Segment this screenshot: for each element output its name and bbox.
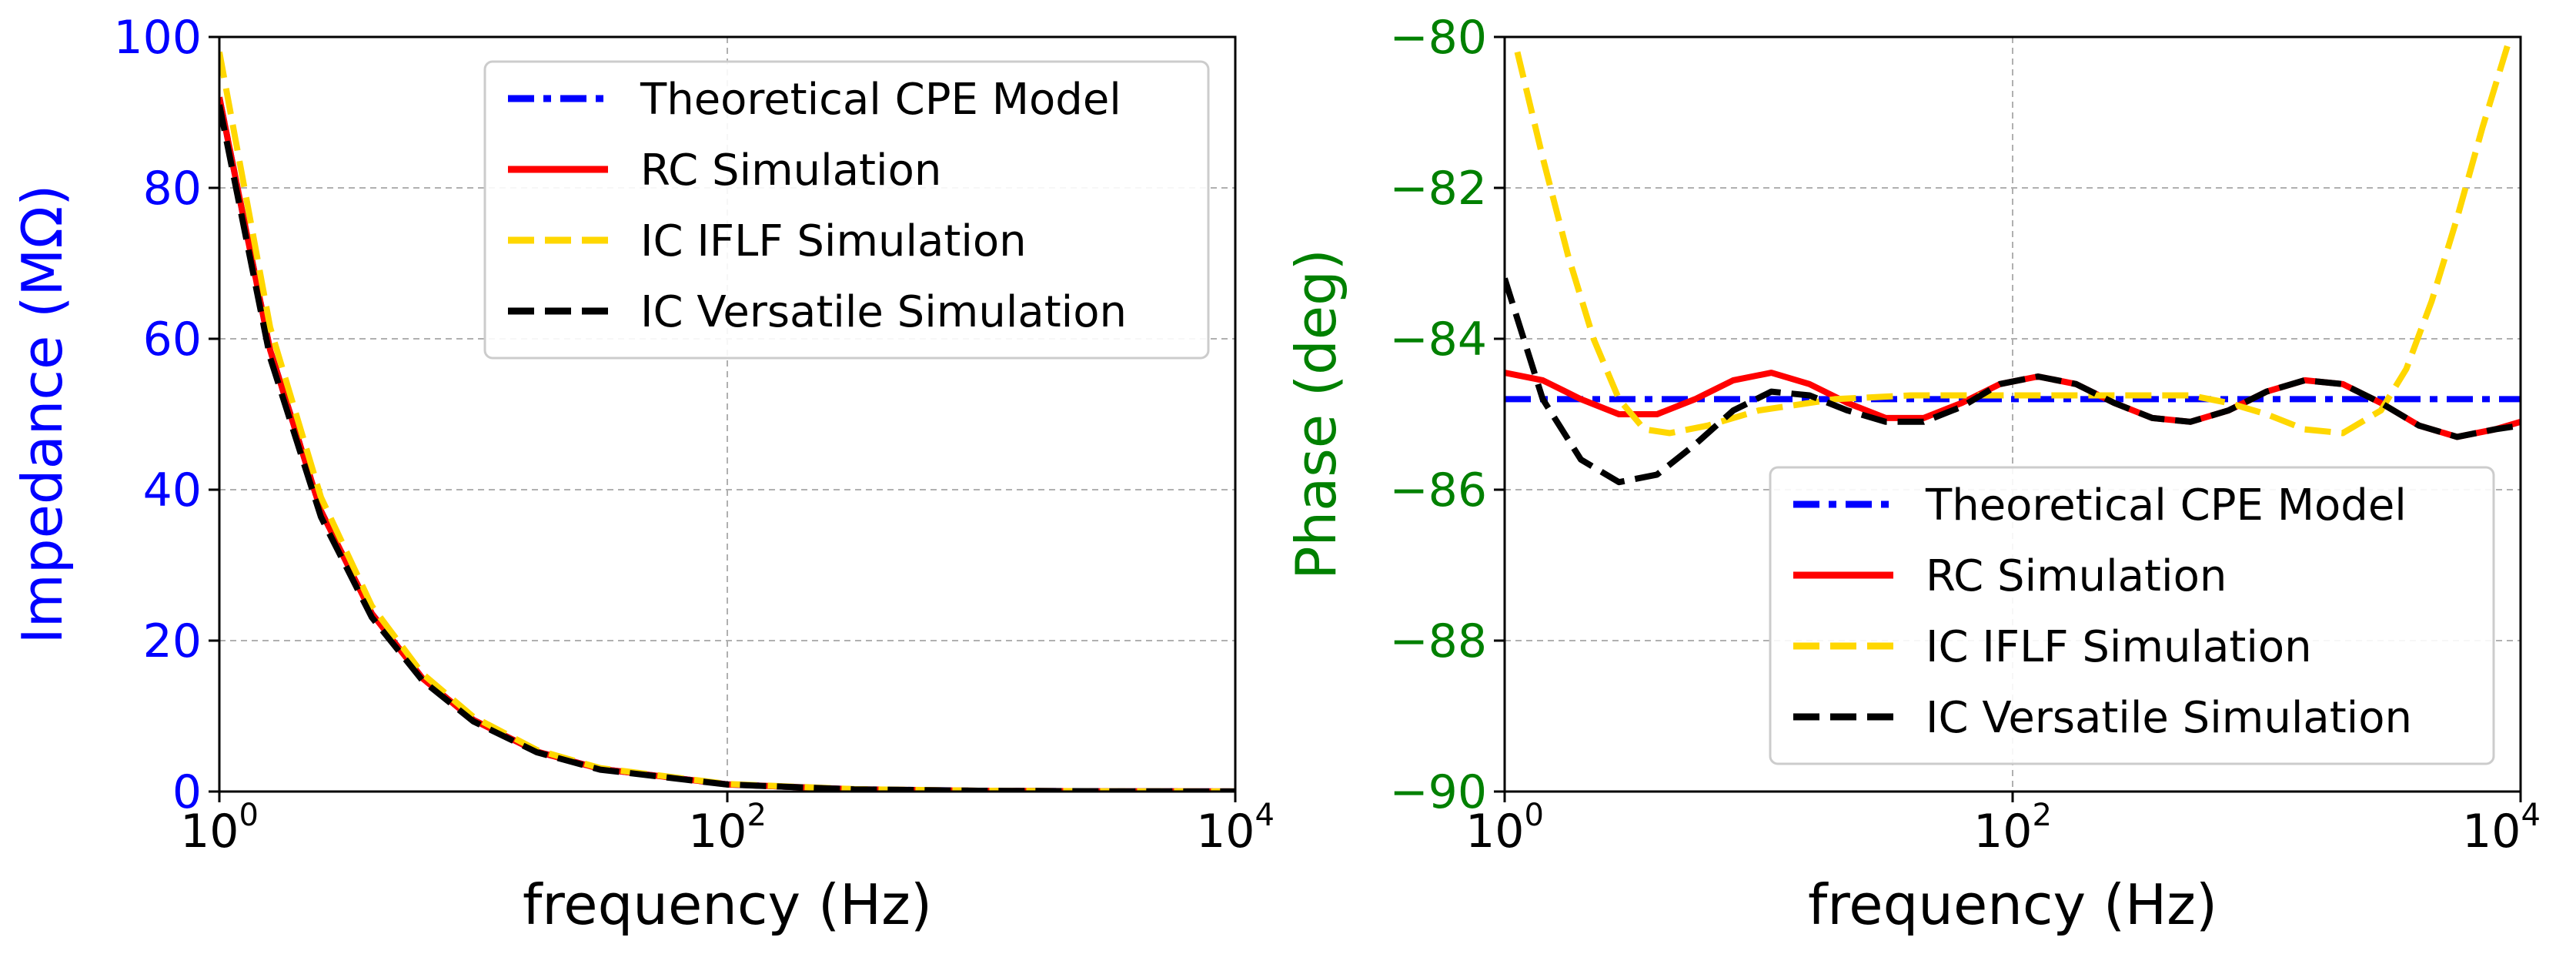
impedance-legend-label: RC Simulation <box>640 146 941 196</box>
phase-y-tick-label: −84 <box>1389 313 1487 367</box>
impedance-y-axis-label: Impedance (MΩ) <box>10 185 75 644</box>
phase-x-tick-label: 104 <box>2462 798 2541 859</box>
impedance-y-tick-label: 20 <box>143 614 202 668</box>
impedance-legend-box <box>483 60 1210 360</box>
phase-x-tick-label: 100 <box>1465 798 1544 859</box>
phase-y-tick-label: −90 <box>1389 765 1487 819</box>
impedance-legend-label: IC IFLF Simulation <box>640 216 1027 266</box>
impedance-x-axis-label: frequency (Hz) <box>523 872 932 937</box>
phase-legend-label: IC Versatile Simulation <box>1926 693 2412 743</box>
phase-legend-label: IC IFLF Simulation <box>1926 622 2312 672</box>
impedance-y-tick-label: 80 <box>143 162 202 216</box>
phase-chart: −90 −88 −86 −84 −82 −80 100 102 104 freq… <box>1284 11 2541 937</box>
phase-series <box>1505 43 2521 486</box>
phase-ticks <box>1494 35 2522 802</box>
impedance-chart: 0 20 40 60 80 100 100 102 104 frequency … <box>10 11 1275 937</box>
phase-series-line-3 <box>1514 43 2511 437</box>
phase-y-tick-label: −82 <box>1389 162 1487 216</box>
impedance-x-tick-label: 104 <box>1196 798 1275 859</box>
phase-legend: Theoretical CPE Model RC Simulation IC I… <box>1769 466 2495 765</box>
impedance-legend: Theoretical CPE Model RC Simulation IC I… <box>483 60 1210 360</box>
impedance-x-tick-label: 100 <box>180 798 259 859</box>
phase-legend-label: RC Simulation <box>1926 551 2227 601</box>
impedance-legend-label: IC Versatile Simulation <box>640 287 1127 337</box>
phase-y-axis-label: Phase (deg) <box>1284 249 1348 580</box>
impedance-y-tick-label: 100 <box>113 11 202 65</box>
impedance-x-tick-label: 102 <box>688 798 767 859</box>
phase-y-tick-label: −86 <box>1389 464 1487 517</box>
phase-y-tick-label: −80 <box>1389 11 1487 65</box>
impedance-y-tick-label: 40 <box>143 464 202 517</box>
phase-y-tick-label: −88 <box>1389 614 1487 668</box>
phase-series-line-4 <box>1505 277 2521 486</box>
impedance-ticks <box>209 35 1237 802</box>
phase-x-tick-label: 102 <box>1973 798 2052 859</box>
phase-legend-box <box>1769 466 2495 765</box>
impedance-y-tick-label: 60 <box>143 313 202 367</box>
impedance-legend-label: Theoretical CPE Model <box>640 75 1121 125</box>
phase-x-axis-label: frequency (Hz) <box>1808 872 2217 937</box>
impedance-y-tick-label: 0 <box>172 765 202 819</box>
phase-legend-label: Theoretical CPE Model <box>1925 480 2407 531</box>
